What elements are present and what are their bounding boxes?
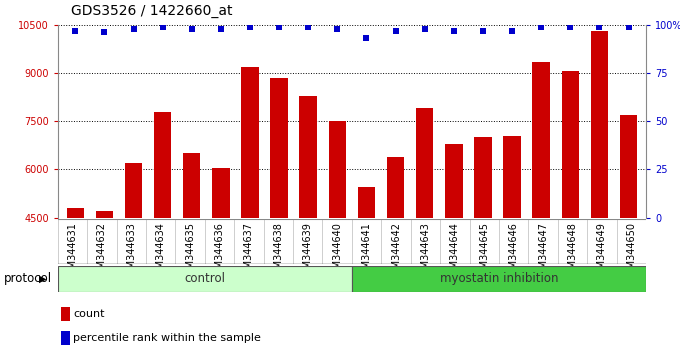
Text: GDS3526 / 1422660_at: GDS3526 / 1422660_at bbox=[71, 4, 233, 18]
Bar bbox=[591, 31, 608, 354]
Bar bbox=[619, 115, 637, 354]
Bar bbox=[154, 112, 171, 354]
Text: GSM344633: GSM344633 bbox=[126, 222, 136, 281]
Bar bbox=[358, 187, 375, 354]
Bar bbox=[96, 211, 113, 354]
Bar bbox=[352, 266, 646, 292]
Point bbox=[448, 28, 459, 33]
Text: myostatin inhibition: myostatin inhibition bbox=[440, 272, 558, 285]
Bar bbox=[416, 108, 433, 354]
Bar bbox=[61, 331, 69, 344]
Text: GSM344645: GSM344645 bbox=[479, 222, 489, 281]
Point bbox=[332, 26, 343, 32]
Point bbox=[623, 24, 634, 29]
Point bbox=[507, 28, 517, 33]
Bar bbox=[67, 208, 84, 354]
Point bbox=[361, 35, 372, 41]
Point bbox=[303, 24, 313, 29]
Text: GSM344632: GSM344632 bbox=[97, 222, 107, 281]
Text: GSM344644: GSM344644 bbox=[450, 222, 460, 281]
Text: GSM344643: GSM344643 bbox=[420, 222, 430, 281]
Point bbox=[99, 30, 110, 35]
Text: ▶: ▶ bbox=[39, 274, 46, 284]
Point bbox=[245, 24, 256, 29]
Text: GSM344646: GSM344646 bbox=[509, 222, 519, 281]
Text: GSM344634: GSM344634 bbox=[156, 222, 166, 281]
Bar bbox=[124, 163, 142, 354]
Text: control: control bbox=[184, 272, 225, 285]
Bar bbox=[387, 156, 405, 354]
Text: GSM344647: GSM344647 bbox=[538, 222, 548, 281]
Text: GSM344631: GSM344631 bbox=[67, 222, 78, 281]
Text: GSM344641: GSM344641 bbox=[362, 222, 371, 281]
Bar bbox=[61, 307, 69, 321]
Bar bbox=[562, 72, 579, 354]
Bar bbox=[503, 136, 521, 354]
Bar bbox=[474, 137, 492, 354]
Bar bbox=[241, 67, 258, 354]
Text: count: count bbox=[73, 309, 105, 319]
Text: GSM344648: GSM344648 bbox=[568, 222, 577, 281]
Point bbox=[594, 24, 605, 29]
Bar bbox=[58, 266, 352, 292]
Point bbox=[273, 24, 284, 29]
Point bbox=[128, 26, 139, 32]
Point bbox=[477, 28, 488, 33]
Text: GSM344649: GSM344649 bbox=[597, 222, 607, 281]
Bar bbox=[445, 144, 462, 354]
Point bbox=[420, 26, 430, 32]
Text: GSM344635: GSM344635 bbox=[185, 222, 195, 281]
Point bbox=[186, 26, 197, 32]
Text: GSM344650: GSM344650 bbox=[626, 222, 636, 281]
Bar bbox=[299, 96, 317, 354]
Text: GSM344636: GSM344636 bbox=[215, 222, 224, 281]
Text: protocol: protocol bbox=[3, 272, 52, 285]
Text: GSM344639: GSM344639 bbox=[303, 222, 313, 281]
Bar bbox=[532, 62, 550, 354]
Text: GSM344640: GSM344640 bbox=[333, 222, 342, 281]
Bar bbox=[183, 153, 201, 354]
Point bbox=[390, 28, 401, 33]
Point bbox=[565, 24, 576, 29]
Bar bbox=[328, 121, 346, 354]
Text: GSM344637: GSM344637 bbox=[244, 222, 254, 281]
Point bbox=[536, 24, 547, 29]
Text: GSM344638: GSM344638 bbox=[273, 222, 284, 281]
Point bbox=[157, 24, 168, 29]
Text: percentile rank within the sample: percentile rank within the sample bbox=[73, 332, 261, 343]
Bar bbox=[271, 78, 288, 354]
Text: GSM344642: GSM344642 bbox=[391, 222, 401, 281]
Point bbox=[216, 26, 226, 32]
Point bbox=[70, 28, 81, 33]
Bar bbox=[212, 168, 230, 354]
